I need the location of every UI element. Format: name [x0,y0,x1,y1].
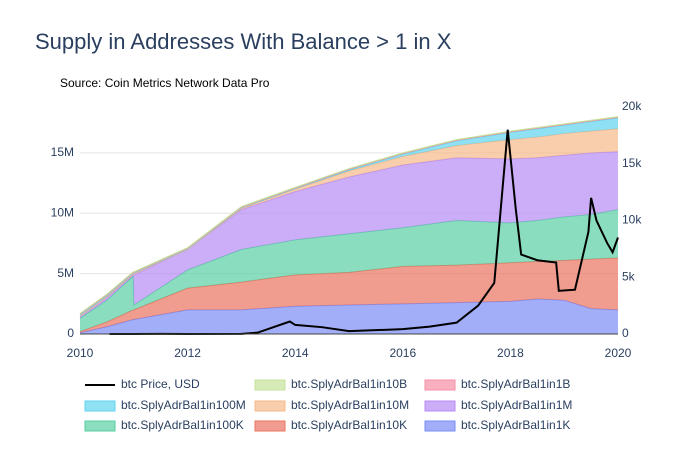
legend-label: btc.SplyAdrBal1in1B [461,377,570,391]
lines [109,129,619,335]
y2-tick-label: 5k [622,269,636,283]
y2-tick-label: 15k [622,156,642,170]
legend-swatch [254,400,286,412]
legend-swatch [424,400,456,412]
legend-swatch [424,420,456,432]
area [80,257,618,333]
axes: 0 5M 10M 15M 0 5k 10k 15k 20k 2010 2012 2014 2016 201… [51,99,643,360]
area [80,128,618,318]
y-tick-label: 10M [51,205,74,219]
legend-swatch [84,400,116,412]
legend: btc Price, USD btc.SplyAdrBal1in10B btc.Sp… [84,377,572,432]
legend-swatch [254,420,286,432]
price-line [109,129,619,335]
chart-subtitle: Source: Coin Metrics Network Data Pro [60,76,270,90]
legend-label: btc.SplyAdrBal1in1K [461,418,570,432]
area [80,298,618,334]
chart-title: Supply in Addresses With Balance > 1 in … [35,29,452,54]
x-tick-label: 2018 [497,346,524,360]
x-tick-label: 2016 [389,346,416,360]
x-tick-label: 2012 [174,346,201,360]
area [80,209,618,332]
x-tick-label: 2014 [282,346,309,360]
legend-label: btc.SplyAdrBal1in1M [461,398,572,412]
legend-label: btc.SplyAdrBal1in10B [291,377,407,391]
y-tick-label: 15M [51,145,74,159]
legend-swatch [84,420,116,432]
y2-tick-label: 10k [622,213,642,227]
y-tick-label: 5M [57,266,74,280]
legend-swatch [254,379,286,391]
x-tick-label: 2020 [605,346,632,360]
y2-tick-label: 0 [622,326,629,340]
area [80,151,618,319]
x-tick-label: 2010 [67,346,94,360]
y-tick-label: 0 [67,326,74,340]
legend-label: btc.SplyAdrBal1in10K [291,418,407,432]
y2-tick-label: 20k [622,99,642,113]
legend-swatch [424,379,456,391]
legend-label: btc.SplyAdrBal1in10M [291,398,409,412]
legend-label: btc Price, USD [121,377,200,391]
legend-label: btc.SplyAdrBal1in100M [121,398,246,412]
area-edge [79,128,619,317]
area-edge [79,116,619,314]
legend-label: btc.SplyAdrBal1in100K [121,418,244,432]
area-edge [79,209,619,319]
areas [79,116,619,334]
